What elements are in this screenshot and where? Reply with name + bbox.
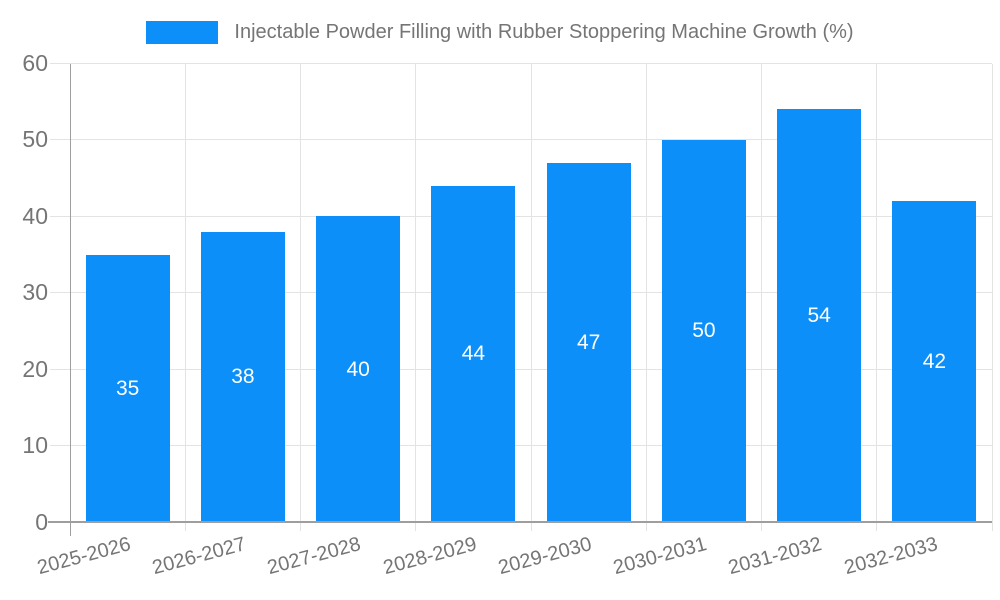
gridline-y [50, 63, 992, 64]
legend-label: Injectable Powder Filling with Rubber St… [234, 20, 854, 43]
bar-value-label: 44 [461, 342, 486, 366]
bar-value-label: 54 [807, 304, 831, 328]
gridline-y [50, 139, 992, 141]
gridline-y [50, 368, 992, 370]
gridline-x [184, 63, 186, 531]
gridline-y [50, 292, 992, 294]
gridline-x [761, 63, 762, 531]
bar [316, 216, 401, 522]
bar [777, 109, 862, 522]
bar [85, 254, 170, 522]
gridline-y [50, 215, 992, 217]
gridline-x [991, 63, 993, 531]
y-tick-label: 10 [22, 432, 48, 459]
y-tick-label: 20 [22, 355, 48, 382]
x-tick-label: 2025-2026 [34, 533, 134, 580]
x-tick-label: 2032-2033 [841, 533, 940, 580]
bar-value-label: 35 [115, 376, 140, 400]
y-axis-line [69, 63, 71, 536]
legend-swatch [146, 20, 219, 44]
bar [546, 162, 631, 522]
x-tick-label: 2028-2029 [380, 533, 479, 580]
gridline-x [415, 63, 417, 531]
x-axis-line [48, 521, 992, 523]
bar-value-label: 40 [346, 357, 370, 381]
y-tick-label: 0 [35, 508, 48, 535]
x-tick-label: 2030-2031 [611, 533, 710, 580]
x-tick-label: 2026-2027 [150, 533, 249, 580]
y-tick-label: 40 [22, 202, 48, 229]
bar-value-label: 50 [692, 319, 716, 343]
y-tick-label: 30 [22, 279, 48, 306]
y-tick-label: 50 [22, 126, 48, 153]
gridline-x [530, 63, 532, 531]
bar [661, 139, 746, 522]
bar [892, 201, 977, 522]
bar-value-label: 47 [576, 330, 601, 354]
bar-value-label: 42 [922, 350, 947, 374]
bar [431, 185, 516, 522]
gridline-x [645, 63, 647, 531]
bar-value-label: 38 [231, 365, 255, 389]
x-tick-label: 2031-2032 [726, 533, 825, 580]
gridline-x [876, 63, 878, 531]
gridline-x [300, 63, 301, 531]
y-tick-label: 60 [22, 50, 48, 76]
bar [200, 231, 285, 522]
gridline-y [50, 445, 992, 447]
x-tick-label: 2029-2030 [495, 533, 595, 580]
legend: Injectable Powder Filling with Rubber St… [0, 18, 1000, 46]
x-tick-label: 2027-2028 [265, 533, 364, 580]
